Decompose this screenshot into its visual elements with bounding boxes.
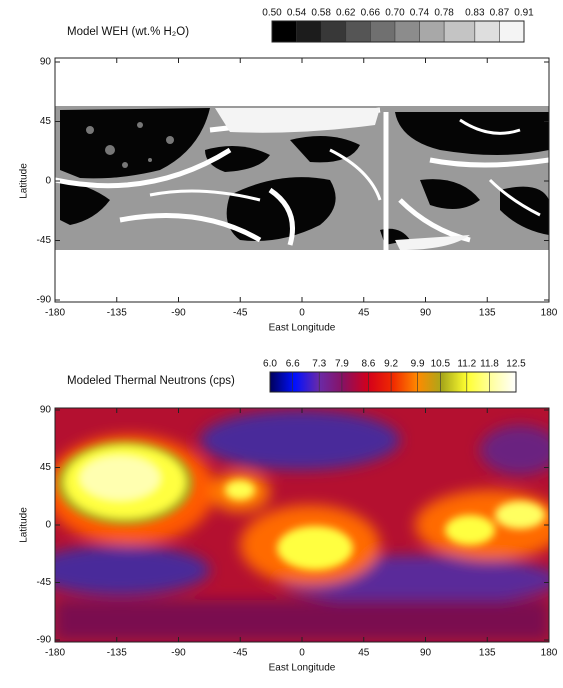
colorbar-segment: [346, 21, 371, 42]
y-tick-label: -45: [37, 577, 52, 588]
colorbar-tick-label: 0.54: [287, 8, 307, 19]
y-tick-label: 0: [45, 520, 51, 531]
x-axis-label: East Longitude: [269, 323, 336, 334]
map-texture: [55, 106, 549, 250]
colorbar-segment: [321, 21, 346, 42]
x-tick-label: 180: [541, 648, 558, 659]
x-tick-label: 45: [358, 308, 370, 319]
colorbar-tick-label: 0.70: [385, 8, 405, 19]
colorbar-tick-label: 0.83: [465, 8, 485, 19]
colorbar-tick-label: 0.87: [490, 8, 510, 19]
colorbar-tick-label: 11.8: [480, 359, 499, 370]
x-tick-label: 90: [420, 648, 432, 659]
x-tick-label: 0: [299, 308, 305, 319]
colorbar-segment: [420, 21, 445, 42]
colorbar-segment: [395, 21, 420, 42]
colorbar-tick-label: 0.62: [336, 8, 356, 19]
x-tick-label: 45: [358, 648, 370, 659]
x-tick-label: 90: [420, 308, 432, 319]
y-tick-label: -45: [37, 235, 52, 246]
colorbar-tick-label: 8.6: [361, 359, 375, 370]
x-tick-label: -180: [45, 308, 65, 319]
x-tick-label: 135: [479, 648, 496, 659]
x-tick-label: -180: [45, 648, 65, 659]
colorbar-tick-label: 7.3: [312, 359, 326, 370]
colorbar-tick-label: 6.0: [263, 359, 277, 370]
colorbar-tick-label: 11.2: [457, 359, 476, 370]
colorbar-segment: [499, 21, 524, 42]
x-axis-label: East Longitude: [269, 663, 336, 674]
x-tick-label: 0: [299, 648, 305, 659]
x-tick-label: -45: [233, 648, 248, 659]
colorbar-segment: [297, 21, 322, 42]
y-axis-label: Latitude: [19, 507, 30, 543]
colorbar-segment: [370, 21, 395, 42]
colorbar-tick-label: 0.66: [361, 8, 381, 19]
colorbar-tick-label: 10.5: [431, 359, 451, 370]
y-tick-label: -90: [37, 295, 52, 306]
chart-title: Model WEH (wt.% H₂O): [67, 26, 189, 38]
y-tick-label: 45: [40, 462, 52, 473]
y-tick-label: 90: [40, 405, 52, 416]
x-tick-label: -135: [107, 308, 127, 319]
colorbar-tick-label: 0.74: [410, 8, 430, 19]
y-axis-label: Latitude: [19, 163, 30, 199]
figure: -180 -135 -90 -45 0 45 90 135 180 -90 -45 0 45 90 East…: [0, 0, 563, 688]
chart-title: Modeled Thermal Neutrons (cps): [67, 375, 235, 387]
colorbar-tick-label: 12.5: [506, 359, 526, 370]
colorbar-segment: [272, 21, 297, 42]
colorbar-tick-label: 0.58: [311, 8, 331, 19]
colorbar-tick-label: 0.50: [262, 8, 282, 19]
colorbar-segment: [475, 21, 500, 42]
x-tick-label: -90: [171, 648, 186, 659]
y-tick-label: 0: [45, 176, 51, 187]
colorbar-tick-label: 9.9: [411, 359, 425, 370]
colorbar-tick-label: 0.91: [514, 8, 534, 19]
x-tick-label: -135: [107, 648, 127, 659]
colorbar-segment: [444, 21, 475, 42]
y-tick-label: -90: [37, 635, 52, 646]
x-tick-label: 135: [479, 308, 496, 319]
y-tick-label: 45: [40, 116, 52, 127]
x-tick-label: -90: [171, 308, 186, 319]
x-tick-label: -45: [233, 308, 248, 319]
colorbar-tick-label: 0.78: [434, 8, 454, 19]
colorbar-tick-label: 9.2: [384, 359, 398, 370]
x-tick-label: 180: [541, 308, 558, 319]
colorbar-tick-label: 7.9: [335, 359, 349, 370]
colorbar-tick-label: 6.6: [286, 359, 300, 370]
map-texture: [30, 408, 563, 642]
colorbar: [270, 372, 516, 392]
y-tick-label: 90: [40, 57, 52, 68]
